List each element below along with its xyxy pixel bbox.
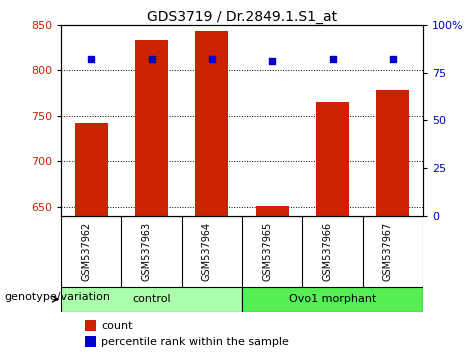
Point [208, 56, 216, 62]
Text: GSM537966: GSM537966 [322, 222, 333, 281]
Bar [61, 287, 242, 312]
Point [329, 56, 337, 62]
Text: genotype/variation: genotype/variation [5, 292, 111, 302]
Title: GDS3719 / Dr.2849.1.S1_at: GDS3719 / Dr.2849.1.S1_at [147, 10, 337, 24]
Text: GSM537967: GSM537967 [383, 222, 393, 281]
Text: control: control [132, 294, 171, 304]
Bar [316, 102, 349, 216]
Text: GSM537963: GSM537963 [141, 222, 151, 281]
Bar [135, 40, 168, 216]
Text: Ovo1 morphant: Ovo1 morphant [289, 294, 376, 304]
Text: GSM537962: GSM537962 [81, 222, 91, 281]
Text: percentile rank within the sample: percentile rank within the sample [101, 337, 289, 347]
Point [268, 58, 276, 64]
Bar [196, 31, 228, 216]
Point [87, 56, 95, 62]
Text: GSM537964: GSM537964 [202, 222, 212, 281]
Point [148, 56, 155, 62]
Bar [376, 90, 409, 216]
Text: GSM537965: GSM537965 [262, 222, 272, 281]
Bar [256, 206, 289, 216]
Point [389, 56, 397, 62]
Bar [242, 287, 423, 312]
Text: count: count [101, 321, 133, 331]
Bar [75, 123, 108, 216]
